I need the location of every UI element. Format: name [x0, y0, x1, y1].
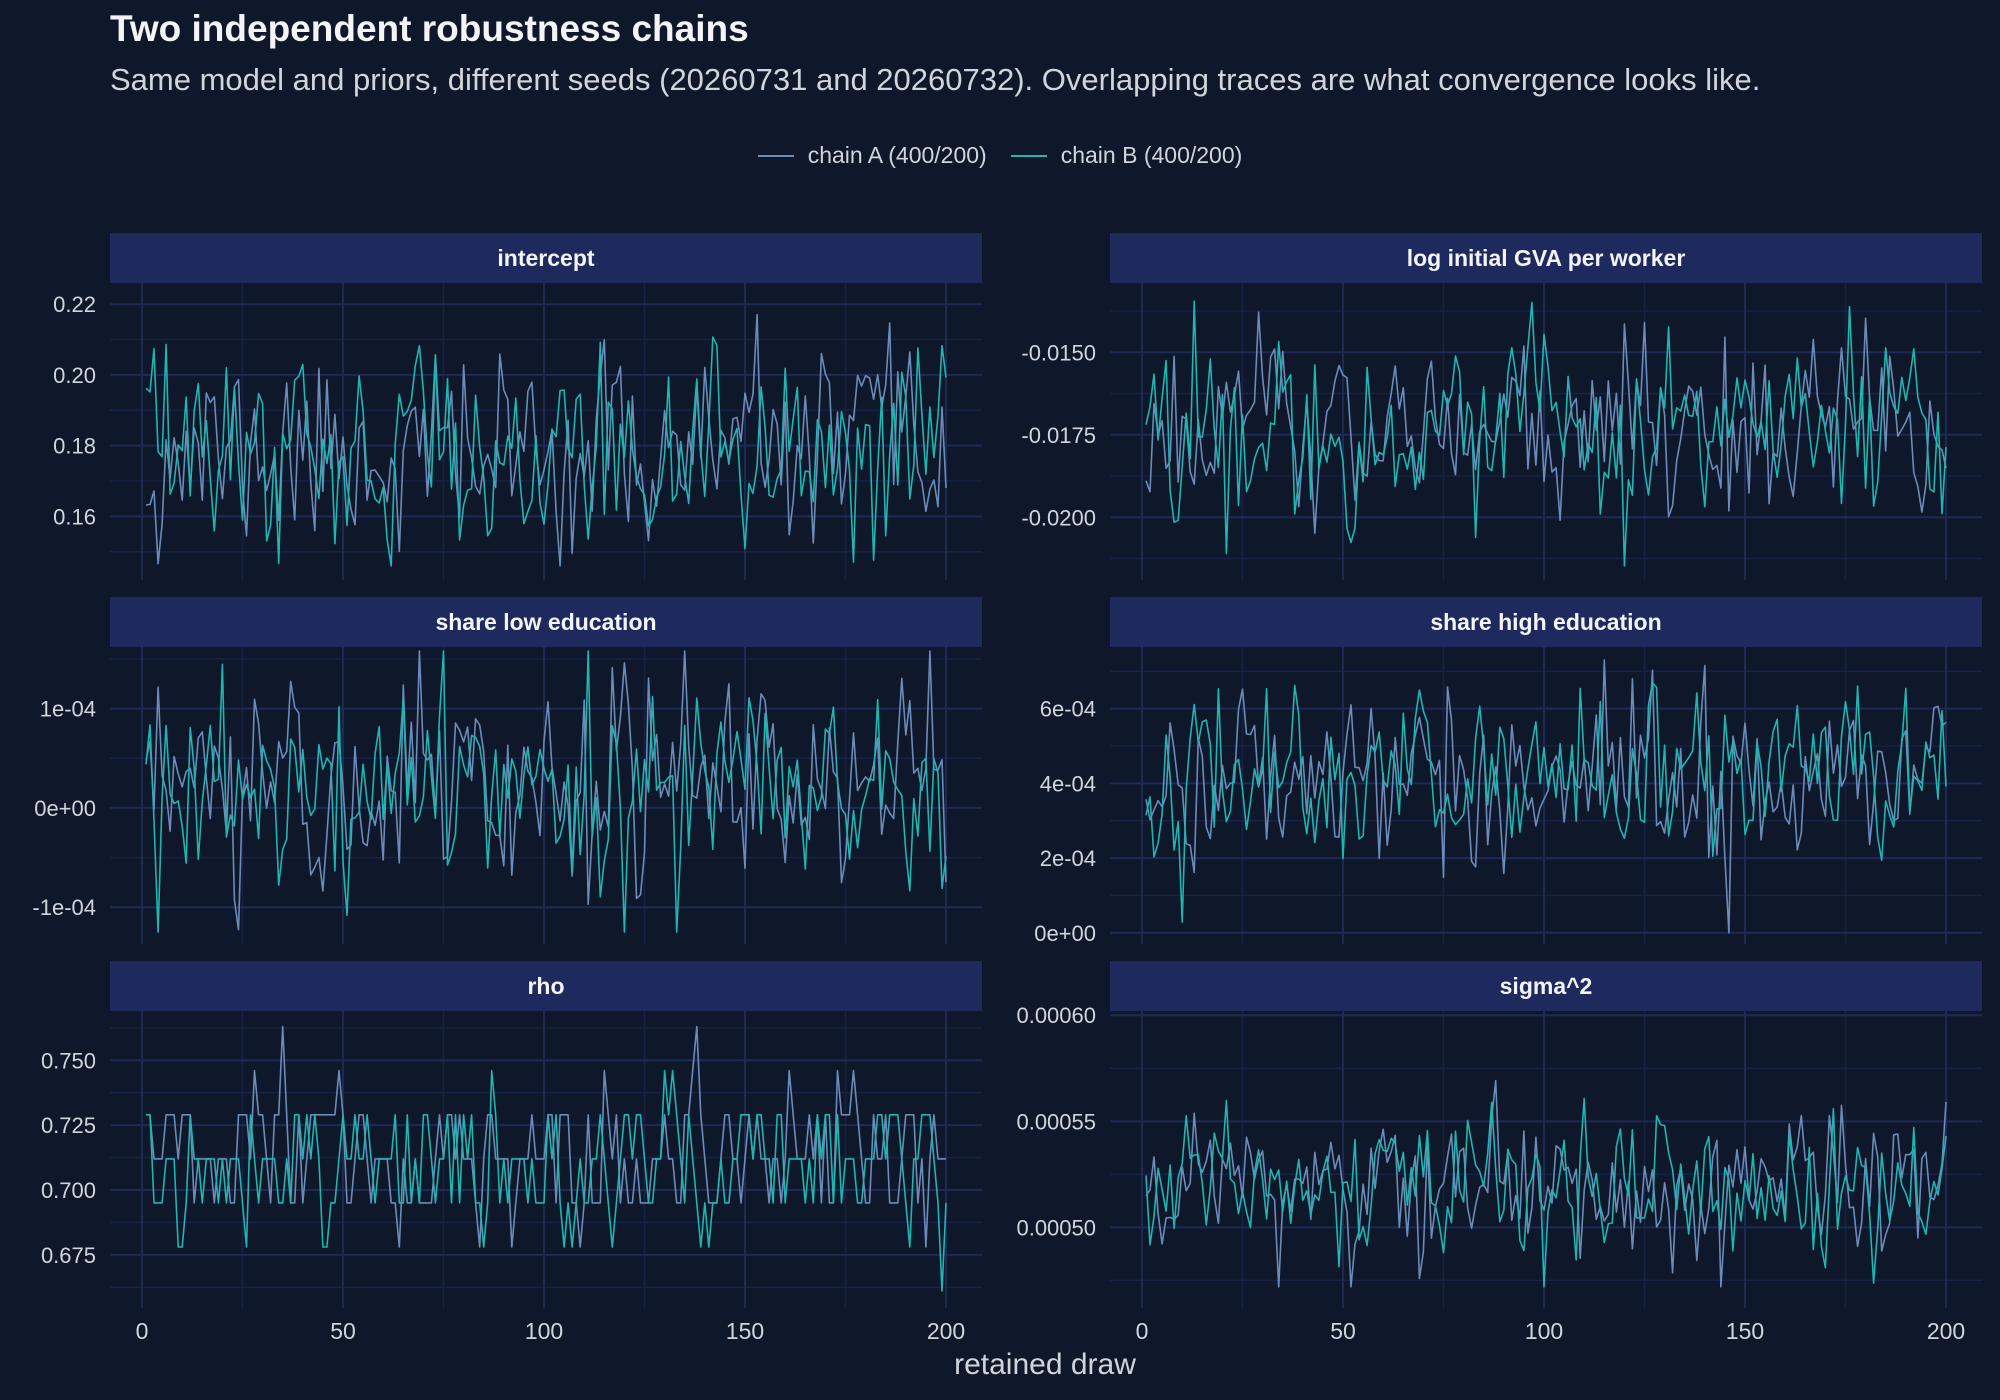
- trace-line-chain-b-sigma-2: [1145, 1097, 1947, 1288]
- trace-line-chain-b-rho: [146, 1069, 947, 1292]
- y-tick-label: 0.18: [53, 434, 96, 459]
- y-tick-label: 0.16: [53, 504, 96, 529]
- trace-line-chain-a-share-high-education: [1145, 659, 1947, 934]
- x-axis-title: retained draw: [954, 1348, 1136, 1381]
- y-tick-label: -0.0150: [1021, 340, 1096, 365]
- legend-label-chain-a: chain A (400/200): [807, 142, 987, 168]
- x-tick-label: 50: [330, 1318, 356, 1344]
- y-tick-label: -1e-04: [32, 895, 96, 920]
- y-tick-label: 0e+00: [34, 796, 96, 821]
- facet-strip-share-low-education: [110, 597, 982, 647]
- y-tick-label: 0e+00: [1034, 921, 1096, 946]
- chart-legend: chain A (400/200) chain B (400/200): [0, 142, 2000, 169]
- trace-line-chain-b-share-high-education: [1145, 682, 1947, 923]
- trace-line-chain-a-share-low-education: [145, 650, 947, 931]
- facet-strip-label-intercept: intercept: [497, 245, 594, 271]
- y-tick-label: 0.725: [41, 1113, 96, 1138]
- legend-item-chain-b: chain B (400/200): [1010, 142, 1243, 169]
- facet-strip-share-high-education: [1110, 597, 1982, 647]
- facet-strip-log-initial-gva-per-worker: [1110, 233, 1982, 283]
- chart-subtitle: Same model and priors, different seeds (…: [110, 62, 1761, 97]
- x-tick-label: 100: [1525, 1318, 1563, 1344]
- legend-label-chain-b: chain B (400/200): [1060, 142, 1243, 168]
- y-tick-label: 0.700: [41, 1178, 96, 1203]
- y-tick-label: 0.750: [41, 1048, 96, 1073]
- y-tick-label: 1e-04: [40, 697, 96, 722]
- y-tick-label: 0.00055: [1016, 1109, 1096, 1134]
- y-tick-label: 6e-04: [1040, 697, 1096, 722]
- x-tick-label: 200: [927, 1318, 965, 1344]
- y-tick-label: 0.20: [53, 363, 96, 388]
- y-tick-label: 0.22: [53, 292, 96, 317]
- x-tick-label: 150: [1726, 1318, 1764, 1344]
- y-tick-label: -0.0175: [1021, 423, 1096, 448]
- trace-line-chain-a-sigma-2: [1145, 1079, 1947, 1288]
- trace-line-chain-a-intercept: [145, 313, 947, 567]
- legend-key-chain-b: [1010, 154, 1047, 157]
- trace-line-chain-b-intercept: [145, 336, 947, 567]
- y-tick-label: 2e-04: [1040, 846, 1096, 871]
- y-tick-label: 4e-04: [1040, 771, 1096, 796]
- facet-strip-sigma-2: [1110, 961, 1982, 1011]
- x-tick-label: 150: [726, 1318, 764, 1344]
- facet-strip-label-rho: rho: [527, 973, 564, 999]
- x-tick-label: 100: [525, 1318, 563, 1344]
- legend-item-chain-a: chain A (400/200): [757, 142, 987, 169]
- facet-strip-intercept: [110, 233, 982, 283]
- x-tick-label: 0: [1136, 1318, 1149, 1344]
- facet-strip-label-share-high-education: share high education: [1430, 609, 1661, 635]
- y-tick-label: -0.0200: [1021, 505, 1096, 530]
- chart-title: Two independent robustness chains: [110, 8, 749, 49]
- trace-line-chain-b-share-low-education: [145, 650, 947, 933]
- y-tick-label: 0.675: [41, 1243, 96, 1268]
- y-tick-label: 0.00050: [1016, 1215, 1096, 1240]
- x-tick-label: 0: [136, 1318, 149, 1344]
- facet-strip-label-sigma-2: sigma^2: [1500, 973, 1593, 999]
- facet-strip-rho: [110, 961, 982, 1011]
- y-tick-label: 0.00060: [1016, 1003, 1096, 1028]
- x-tick-label: 50: [1330, 1318, 1356, 1344]
- x-tick-label: 200: [1927, 1318, 1965, 1344]
- trace-line-chain-a-rho: [146, 1025, 946, 1248]
- legend-key-chain-a: [757, 154, 794, 157]
- facet-strip-label-share-low-education: share low education: [435, 609, 656, 635]
- trace-line-chain-b-log-initial-gva-per-worker: [1145, 300, 1947, 567]
- facet-strip-label-log-initial-gva-per-worker: log initial GVA per worker: [1407, 245, 1686, 271]
- trace-line-chain-a-log-initial-gva-per-worker: [1145, 311, 1947, 534]
